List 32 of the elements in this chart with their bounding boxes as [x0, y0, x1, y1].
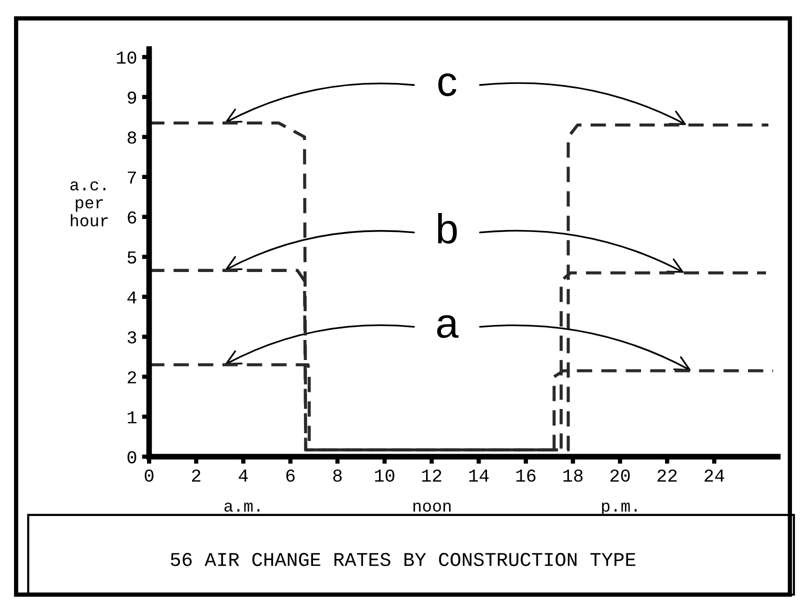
y-axis-title: a.c. per hour — [70, 181, 108, 226]
x-tick-label: 4 — [238, 470, 248, 482]
y-tick-label: 6 — [128, 211, 136, 224]
y-tick-label: 7 — [128, 172, 136, 184]
x-tick-label: 20 — [610, 470, 630, 482]
y-tick-label: 8 — [128, 131, 136, 144]
x-tick-label: 10 — [375, 470, 394, 482]
x-tick-label: 18 — [563, 470, 583, 482]
x-tick-label: 0 — [144, 470, 154, 482]
y-tick-label: 9 — [128, 91, 136, 104]
y-tick-label: 5 — [128, 252, 136, 264]
x-tick-label: 24 — [704, 470, 724, 482]
text: p.m. — [602, 502, 637, 516]
text: c — [438, 73, 456, 96]
x-tick-label: 14 — [469, 470, 489, 482]
y-tick-label: 0 — [128, 451, 136, 464]
text: b — [438, 213, 457, 244]
x-tick-label: 8 — [333, 470, 342, 482]
y-tick-label: 4 — [127, 291, 136, 304]
x-tick-label: 16 — [516, 470, 536, 482]
y-tick-label: 2 — [128, 371, 136, 384]
x-tick-label: 2 — [192, 470, 200, 482]
text: a.m. — [224, 502, 260, 512]
text: noon — [413, 502, 451, 512]
x-tick-label: 12 — [422, 470, 442, 482]
y-tick-label: 3 — [128, 331, 136, 344]
y-tick-label: 1 — [128, 411, 136, 424]
x-tick-label: 22 — [658, 470, 677, 482]
text: 56 AIR CHANGE RATES BY CONSTRUCTION TYPE — [170, 552, 636, 566]
text: a — [437, 315, 459, 338]
y-tick-label: 10 — [116, 52, 136, 64]
x-tick-label: 6 — [286, 470, 295, 482]
